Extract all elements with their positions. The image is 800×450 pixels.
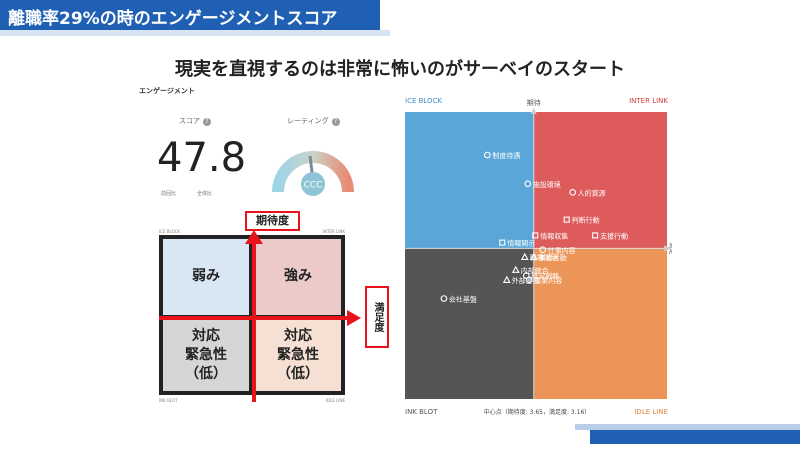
- quadrant-label: 弱み: [192, 268, 220, 284]
- rating-label-text: レーティング: [287, 117, 329, 125]
- data-point-label: 情報開示: [507, 239, 535, 248]
- quadrant-label: （低）: [277, 366, 319, 382]
- compare-total-label: 全体比: [197, 191, 213, 197]
- expectation-axis: [252, 242, 256, 402]
- arrow-up-icon: [530, 108, 537, 114]
- data-point-marker[interactable]: [569, 189, 577, 196]
- corner-label-inter-link: INTER LINK: [322, 229, 345, 234]
- quadrant-label: （低）: [185, 366, 227, 382]
- quadrant-inter-link: [533, 112, 667, 249]
- corner-label-ink-blot: INK BLOT: [159, 398, 178, 403]
- page-title: 離職率29%の時のエンゲージメントスコア: [8, 9, 338, 29]
- data-point-label: 判断行動: [572, 216, 600, 225]
- rating-label: レーティング?: [287, 116, 340, 126]
- scatter-chart: ICE BLOCK INTER LINK INK BLOT IDLE LINE …: [405, 97, 672, 416]
- data-point-marker[interactable]: [502, 275, 511, 283]
- gauge-arc: [272, 151, 354, 193]
- data-point-marker[interactable]: [532, 232, 539, 239]
- quadrant-idle-line: [533, 248, 667, 399]
- data-point-label: 経営戦略: [531, 272, 559, 281]
- data-point-marker[interactable]: [520, 252, 529, 260]
- data-point-label: 事業内容: [534, 276, 562, 285]
- corner-label-ice-block: ICE BLOCK: [159, 229, 181, 234]
- score-label: スコア?: [179, 116, 211, 126]
- data-point-label: 外部連携: [512, 276, 540, 285]
- quadrant-weakness: 弱み: [163, 239, 249, 315]
- data-point-label: 施設環境: [533, 180, 561, 189]
- data-point-label: 人的資源: [578, 188, 606, 197]
- footer-band: [590, 430, 800, 444]
- arrow-right-icon: [664, 245, 671, 252]
- data-point-marker[interactable]: [522, 272, 530, 279]
- data-point-label: 制度待遇: [492, 151, 520, 160]
- data-point-marker[interactable]: [483, 151, 491, 159]
- quadrant-label: 対応: [284, 328, 312, 344]
- chart-corner-ink-blot: INK BLOT: [405, 408, 438, 416]
- quadrant-low-urgency-left: 対応 緊急性 （低）: [163, 319, 249, 391]
- chart-corner-ice-block: ICE BLOCK: [405, 97, 442, 105]
- page-subtitle: 現実を直視するのは非常に怖いのがサーベイのスタート: [175, 59, 625, 80]
- corner-label-idle-line: IDLE LINE: [325, 398, 345, 403]
- score-label-text: スコア: [179, 117, 200, 125]
- footer-band-accent: [575, 424, 800, 430]
- satisfaction-axis-label: 満足度: [365, 286, 389, 348]
- satisfaction-axis: [159, 316, 349, 320]
- score-value: 47.8: [157, 135, 247, 181]
- data-point-marker[interactable]: [524, 180, 532, 188]
- quadrant-label: 対応: [192, 328, 220, 344]
- quadrant-ink-blot: [405, 248, 534, 399]
- x-axis-label: 満足: [668, 242, 672, 254]
- data-point-marker[interactable]: [511, 265, 520, 273]
- y-axis-label: 期待: [527, 98, 541, 107]
- data-point-label: 支援行動: [600, 231, 628, 240]
- data-point-label: 内部統合: [521, 266, 549, 275]
- compare-previous-label: 前回比: [161, 191, 177, 197]
- data-point-marker[interactable]: [592, 232, 599, 239]
- data-point-label: 情報収集: [540, 231, 568, 240]
- quadrant-ice-block: [405, 112, 534, 249]
- chart-corner-idle-line: IDLE LINE: [634, 408, 668, 416]
- data-point-marker[interactable]: [529, 252, 538, 260]
- data-point-label: 業務活動: [539, 253, 567, 262]
- quadrant-low-urgency-right: 対応 緊急性 （低）: [255, 319, 341, 391]
- data-point-label: 仕事内容: [548, 246, 576, 255]
- data-point-marker[interactable]: [525, 276, 533, 284]
- data-point-label: 会社基盤: [449, 295, 477, 304]
- help-icon[interactable]: ?: [203, 118, 211, 126]
- quadrant-diagram: ICE BLOCK INTER LINK INK BLOT IDLE LINE …: [159, 211, 389, 405]
- gauge-hub: [301, 172, 325, 196]
- quadrant-label: 強み: [284, 268, 312, 284]
- data-point-label: 職場環境: [530, 253, 558, 262]
- arrow-right-icon: [347, 310, 361, 326]
- engagement-panel: エンゲージメント スコア? レーティング? 47.8 前回比 全体比 CCC I…: [137, 80, 392, 415]
- data-point-marker[interactable]: [563, 216, 570, 223]
- header-band-accent: [0, 30, 390, 36]
- data-point-marker[interactable]: [539, 246, 547, 254]
- quadrant-label: 緊急性: [277, 347, 319, 363]
- rating-gauge: CCC: [272, 151, 354, 196]
- expectation-axis-label: 期待度: [245, 211, 300, 231]
- quadrant-label: 緊急性: [185, 347, 227, 363]
- quadrant-strength: 強み: [255, 239, 341, 315]
- center-point-note: 中心点（期待度: 3.65，満足度: 3.16）: [484, 408, 591, 416]
- help-icon[interactable]: ?: [331, 118, 340, 126]
- data-point-marker[interactable]: [499, 239, 506, 246]
- engagement-title: エンゲージメント: [139, 87, 195, 95]
- header-band: [0, 0, 380, 30]
- data-point-marker[interactable]: [440, 295, 448, 302]
- chart-corner-inter-link: INTER LINK: [629, 97, 668, 105]
- arrow-up-icon: [245, 230, 263, 244]
- rating-value: CCC: [304, 181, 323, 191]
